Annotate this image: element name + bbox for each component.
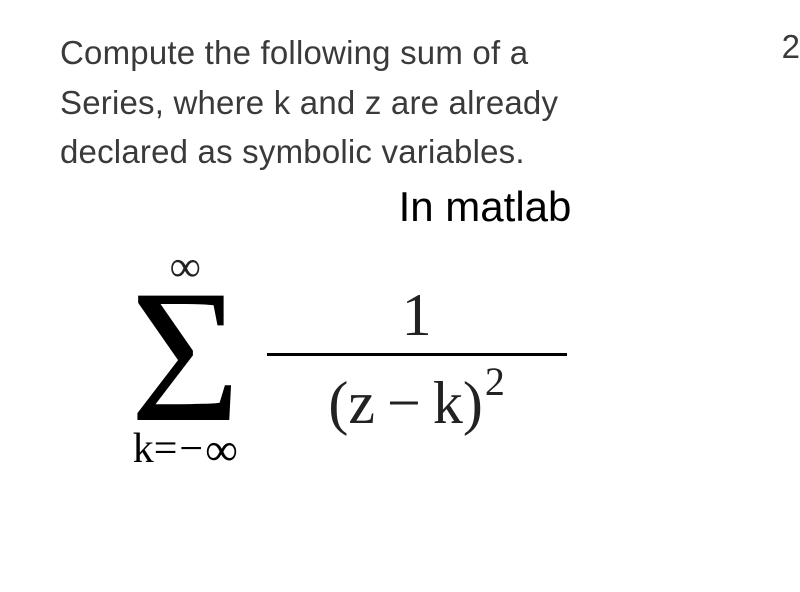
sigma-block: ∞ Σ k=−∞: [130, 245, 241, 473]
numerator: 1: [402, 285, 432, 353]
lower-limit: k=−∞: [133, 427, 238, 473]
page-side-number: 2: [782, 28, 800, 66]
denom-close: ): [463, 370, 483, 436]
denom-z: z: [348, 370, 375, 436]
sigma-symbol: Σ: [130, 283, 241, 431]
summation-formula: ∞ Σ k=−∞ 1 (z−k)2: [60, 245, 740, 473]
intro-line-2: Series, where k and z are already: [60, 78, 740, 128]
intro-line-3: declared as symbolic variables.: [60, 127, 740, 177]
denom-open: (: [328, 370, 348, 436]
problem-statement: Compute the following sum of a Series, w…: [60, 28, 740, 177]
denom-exp: 2: [485, 359, 505, 404]
lower-neg: −: [179, 426, 203, 472]
fraction: 1 (z−k)2: [267, 285, 567, 433]
denom-k: k: [433, 370, 463, 436]
lower-inf: ∞: [205, 424, 238, 475]
lower-eq: =: [154, 426, 178, 472]
matlab-label: In matlab: [60, 183, 740, 231]
intro-line-1: Compute the following sum of a: [60, 28, 740, 78]
lower-k: k: [133, 426, 154, 472]
denom-minus: −: [387, 370, 421, 436]
denominator: (z−k)2: [328, 356, 504, 433]
